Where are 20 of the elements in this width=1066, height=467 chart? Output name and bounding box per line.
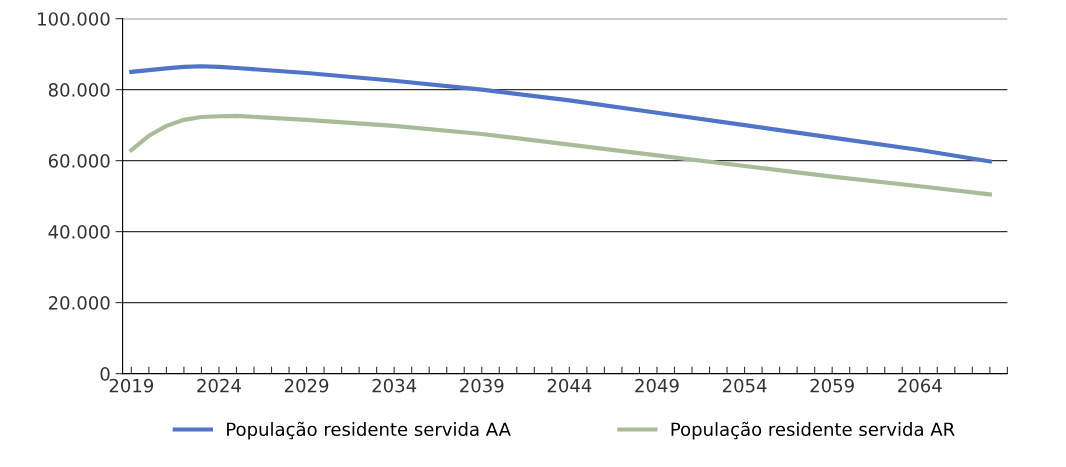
x-tick-label: 2039	[460, 378, 504, 393]
legend-label: População residente servida AR	[671, 421, 955, 440]
x-tick-label: 2034	[372, 378, 417, 393]
line-series	[129, 113, 992, 197]
y-tick-label: 0	[100, 367, 110, 381]
x-tick-label: 2059	[810, 378, 854, 393]
x-tick-label: 2054	[722, 378, 767, 393]
y-tick-label: 20.000	[48, 296, 110, 310]
x-tick-label: 2024	[197, 378, 241, 393]
x-tick-label: 2029	[284, 378, 329, 393]
y-tick-label: 60.000	[48, 154, 110, 168]
x-tick-label: 2044	[547, 378, 592, 393]
y-tick-label: 80.000	[48, 83, 110, 97]
x-tick-label: 2064	[898, 378, 942, 393]
x-tick-label: 2019	[109, 378, 154, 393]
legend-label: População residente servida AA	[227, 421, 511, 440]
y-tick-label: 100.000	[38, 12, 110, 26]
x-tick-label: 2049	[635, 378, 679, 393]
y-tick-label: 40.000	[48, 225, 110, 239]
line-series	[129, 64, 992, 164]
